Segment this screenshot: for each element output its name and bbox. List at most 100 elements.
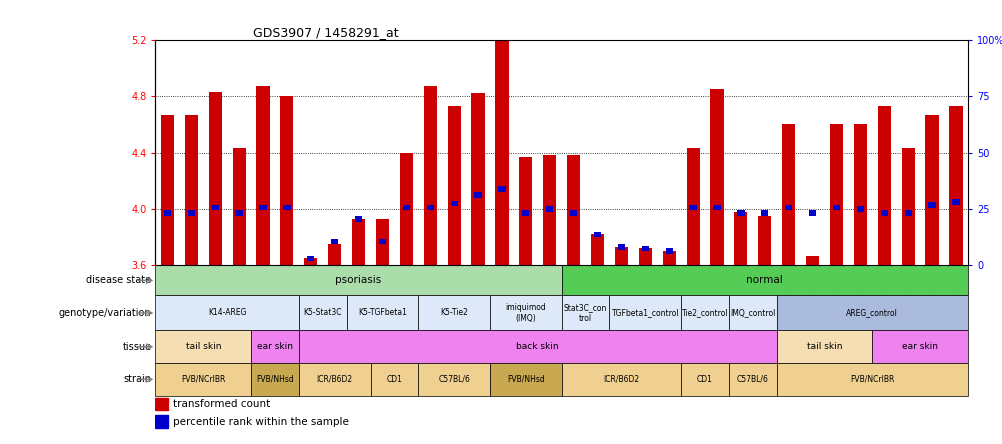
Bar [155, 363, 250, 396]
Bar [685, 148, 699, 266]
Bar [638, 249, 651, 266]
Bar [299, 295, 347, 330]
Bar [806, 255, 819, 266]
Bar [447, 106, 460, 266]
Bar [543, 155, 556, 266]
Bar [280, 96, 294, 266]
Bar [232, 148, 245, 266]
Text: K5-TGFbeta1: K5-TGFbeta1 [358, 309, 407, 317]
Bar [901, 148, 914, 266]
Bar [709, 89, 722, 266]
Text: C57BL/6: C57BL/6 [736, 375, 768, 384]
Bar [519, 157, 532, 266]
Text: Stat3C_con
trol: Stat3C_con trol [563, 303, 606, 323]
Text: CD1: CD1 [386, 375, 402, 384]
Text: K5-Tie2: K5-Tie2 [440, 309, 468, 317]
Text: ear skin: ear skin [257, 342, 293, 351]
Bar [423, 87, 437, 266]
Bar [450, 201, 457, 206]
Bar [617, 244, 624, 250]
Bar [880, 210, 887, 216]
Text: genotype/variation: genotype/variation [59, 308, 151, 318]
Bar [662, 251, 675, 266]
Bar [925, 115, 938, 266]
Bar [733, 212, 746, 266]
Bar [853, 124, 866, 266]
Bar [208, 92, 221, 266]
Bar [728, 363, 776, 396]
Bar [522, 210, 529, 216]
Text: percentile rank within the sample: percentile rank within the sample [173, 416, 349, 427]
Text: imiquimod
(IMQ): imiquimod (IMQ) [505, 303, 546, 323]
Text: GDS3907 / 1458291_at: GDS3907 / 1458291_at [253, 26, 398, 39]
Bar [331, 238, 338, 244]
Bar [782, 124, 795, 266]
Text: normal: normal [745, 275, 783, 285]
Bar [426, 205, 434, 210]
Bar [829, 124, 843, 266]
Bar [160, 115, 173, 266]
Bar [307, 255, 314, 261]
Text: tail skin: tail skin [806, 342, 842, 351]
Bar [155, 415, 167, 428]
Bar [928, 202, 935, 208]
Bar [155, 295, 299, 330]
Bar [712, 205, 719, 210]
Bar [665, 249, 672, 254]
Bar [776, 330, 872, 363]
Bar [832, 205, 840, 210]
Bar [641, 246, 648, 251]
Bar [304, 258, 317, 266]
Bar [776, 295, 967, 330]
Text: IMQ_control: IMQ_control [729, 309, 775, 317]
Text: FVB/NCrIBR: FVB/NCrIBR [850, 375, 894, 384]
Text: Tie2_control: Tie2_control [681, 309, 727, 317]
Text: disease state: disease state [86, 275, 151, 285]
Bar [490, 295, 561, 330]
Bar [728, 295, 776, 330]
Bar [680, 363, 728, 396]
Bar [758, 216, 771, 266]
Bar [400, 153, 413, 266]
Text: TGFbeta1_control: TGFbeta1_control [611, 309, 678, 317]
Bar [785, 205, 792, 210]
Bar [569, 210, 577, 216]
Bar [590, 234, 603, 266]
Bar [184, 115, 197, 266]
Bar [163, 210, 171, 216]
Bar [761, 210, 768, 216]
Bar [680, 295, 728, 330]
Bar [250, 363, 299, 396]
Bar [418, 295, 490, 330]
Bar [155, 266, 561, 295]
Text: transformed count: transformed count [173, 399, 271, 409]
Bar [376, 219, 389, 266]
Bar [951, 199, 959, 205]
Bar [593, 232, 600, 237]
Bar [809, 210, 816, 216]
Bar [561, 266, 967, 295]
Bar [877, 106, 890, 266]
Bar [299, 330, 776, 363]
Bar [187, 210, 194, 216]
Text: ear skin: ear skin [901, 342, 937, 351]
Bar [949, 106, 962, 266]
Bar [260, 205, 267, 210]
Text: ICR/B6D2: ICR/B6D2 [603, 375, 639, 384]
Bar [403, 205, 410, 210]
Text: C57BL/6: C57BL/6 [438, 375, 470, 384]
Bar [347, 295, 418, 330]
Text: AREG_control: AREG_control [846, 309, 898, 317]
Text: FVB/NCrIBR: FVB/NCrIBR [181, 375, 225, 384]
Bar [776, 363, 967, 396]
Bar [545, 206, 553, 212]
Bar [856, 206, 863, 212]
Bar [283, 205, 291, 210]
Bar [257, 87, 270, 266]
Bar [490, 363, 561, 396]
Bar [299, 363, 370, 396]
Bar [328, 244, 341, 266]
Text: FVB/NHsd: FVB/NHsd [506, 375, 544, 384]
Bar [688, 205, 696, 210]
Bar [418, 363, 490, 396]
